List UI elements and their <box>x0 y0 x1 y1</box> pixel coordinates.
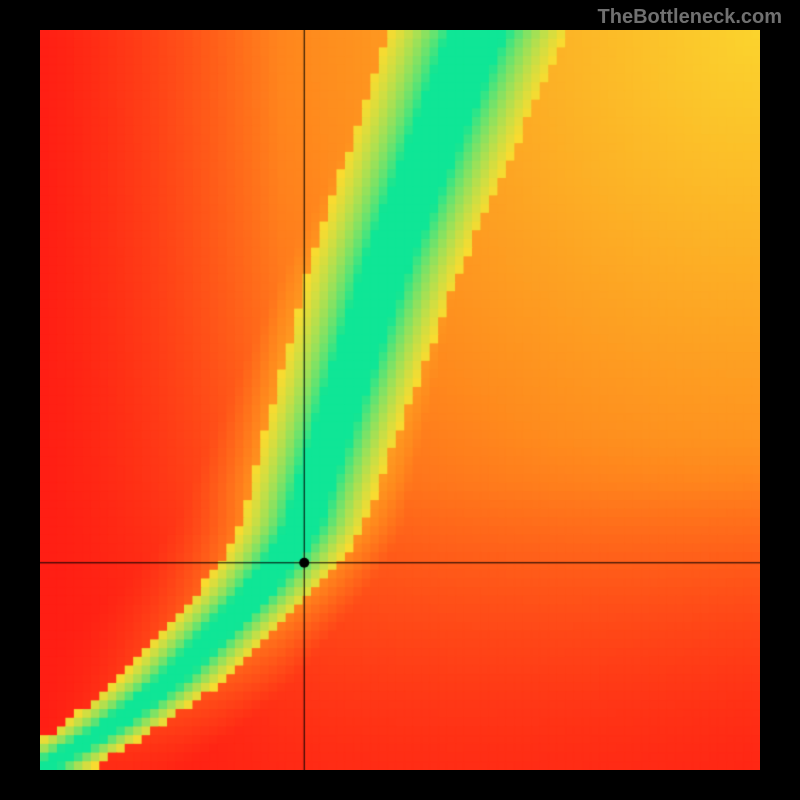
watermark-text: TheBottleneck.com <box>598 6 782 29</box>
bottleneck-heatmap <box>40 30 760 770</box>
